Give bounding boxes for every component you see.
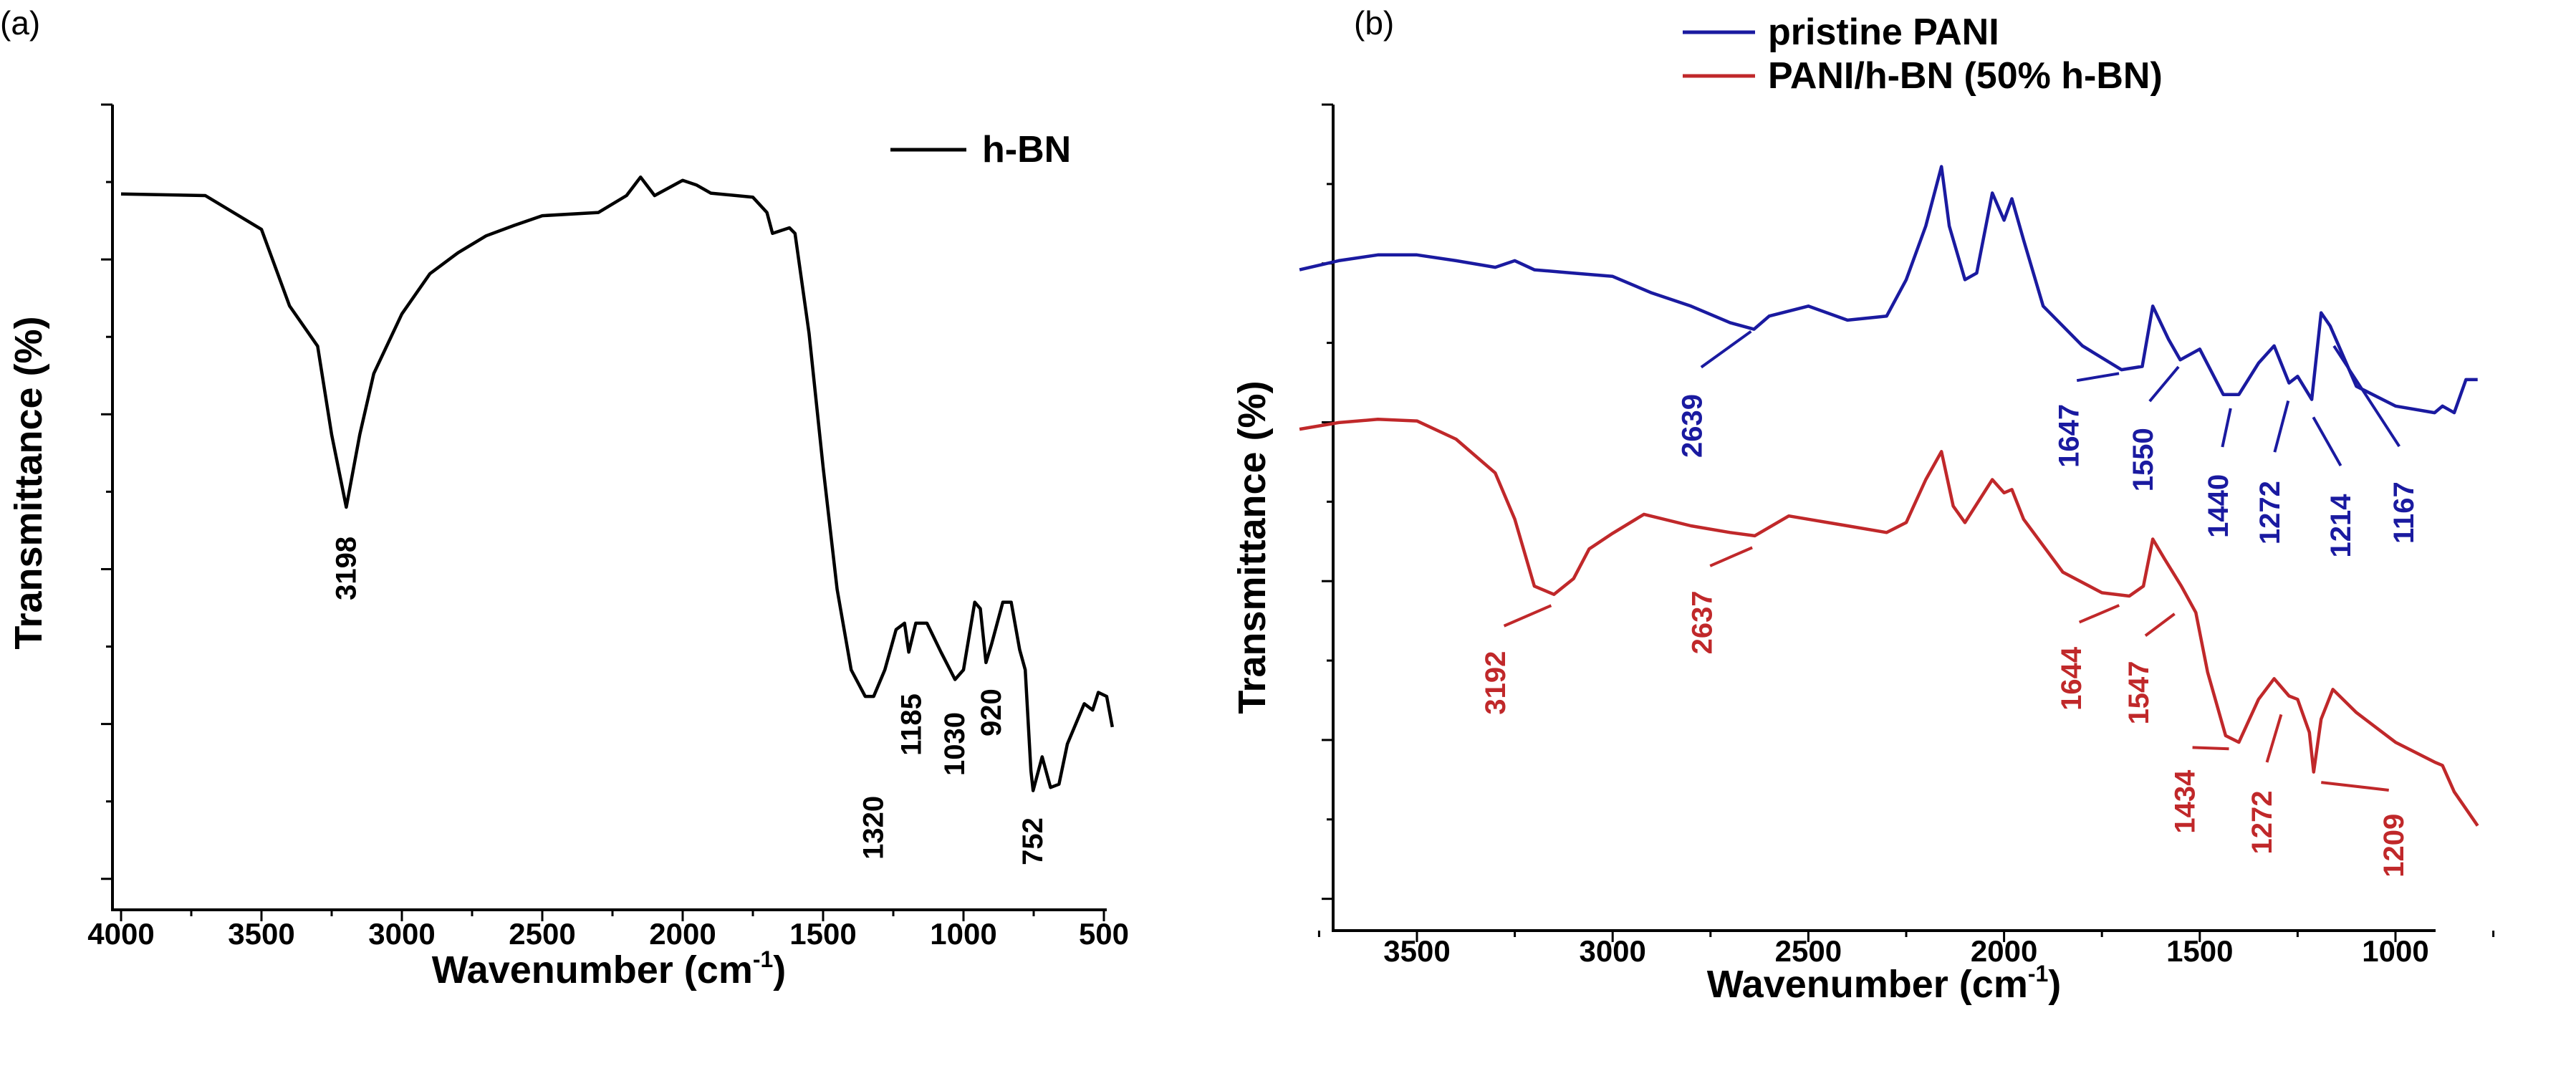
peak-leader-line	[2076, 372, 2120, 383]
legend-label: h-BN	[982, 129, 1071, 171]
peak-leader-line	[2332, 345, 2400, 448]
x-tick-label: 1500	[2166, 934, 2233, 968]
x-axis-label: Wavenumber (cm-1)	[1707, 961, 2062, 1006]
peak-label: 2639	[1677, 394, 1708, 458]
peak-leader-line	[2148, 365, 2180, 403]
x-tick-label: 1000	[930, 917, 996, 951]
peak-label: 1272	[2246, 790, 2278, 854]
peak-leader-line	[2312, 416, 2342, 467]
x-tick-label: 1000	[2362, 934, 2428, 968]
peak-label: 1440	[2203, 474, 2234, 538]
peak-leader-line	[2321, 781, 2389, 792]
peak-label: 3192	[1480, 651, 1512, 715]
peak-leader-line	[2273, 400, 2290, 453]
panel-a: (a) 4000 3500 3000 2500 2000 1500 1000 500 Wavenu…	[0, 4, 1129, 991]
peak-label: 1030	[939, 712, 971, 776]
peak-label: 1647	[2053, 404, 2085, 468]
peak-label: 1272	[2254, 481, 2286, 544]
peak-label: 3198	[330, 537, 362, 600]
peak-leader-line	[2192, 746, 2229, 751]
panel-label: (b)	[1354, 4, 1394, 42]
peak-label: 1644	[2056, 646, 2087, 711]
x-tick-label: 2500	[509, 917, 575, 951]
x-tick-label: 500	[1079, 917, 1129, 951]
peak-label: 1209	[2378, 814, 2410, 878]
x-tick-label: 2500	[1775, 934, 1842, 968]
peak-leader-line	[2265, 714, 2283, 763]
x-axis-label: Wavenumber (cm-1)	[432, 946, 787, 991]
peak-label: 1185	[895, 693, 927, 756]
x-tick-label: 2000	[649, 917, 716, 951]
panel-label: (a)	[0, 4, 40, 42]
peak-leader-line	[2221, 408, 2232, 448]
peak-label: 1167	[2388, 481, 2420, 544]
x-tick-label: 3500	[1383, 934, 1450, 968]
peak-leader-line	[1700, 330, 1752, 369]
y-axis-label: Transmittance (%)	[1231, 380, 1274, 714]
x-tick-label: 4000	[87, 917, 154, 951]
series-line-1	[1299, 165, 2478, 415]
peak-label: 752	[1017, 817, 1049, 865]
peak-label: 2637	[1686, 590, 1718, 654]
peak-label: 1434	[2170, 769, 2201, 834]
legend-label: PANI/h-BN (50% h-BN)	[1768, 55, 2163, 97]
peak-label: 1214	[2325, 494, 2357, 558]
x-tick-label: 3500	[228, 917, 294, 951]
peak-leader-line	[2144, 613, 2176, 637]
peak-leader-line	[2078, 604, 2120, 624]
x-tick-label: 3000	[1579, 934, 1645, 968]
x-tick-label: 1500	[789, 917, 856, 951]
peak-label: 920	[976, 688, 1007, 736]
y-axis-label: Transmittance (%)	[7, 316, 50, 649]
peak-label: 1320	[858, 796, 890, 860]
peak-leader-line	[1709, 546, 1753, 567]
x-tick-label: 3000	[368, 917, 435, 951]
peak-label: 1550	[2128, 428, 2159, 491]
panel-b: (b) 3500 3000 2500 2000 1500 1000 Wavenumber (c…	[1231, 4, 2495, 1006]
peak-leader-line	[1503, 604, 1552, 628]
series-line-1	[120, 175, 1115, 792]
peak-label: 1547	[2123, 661, 2155, 724]
legend-label: pristine PANI	[1768, 11, 1999, 53]
series-line-2	[1299, 418, 2479, 827]
x-tick-label: 2000	[1971, 934, 2037, 968]
